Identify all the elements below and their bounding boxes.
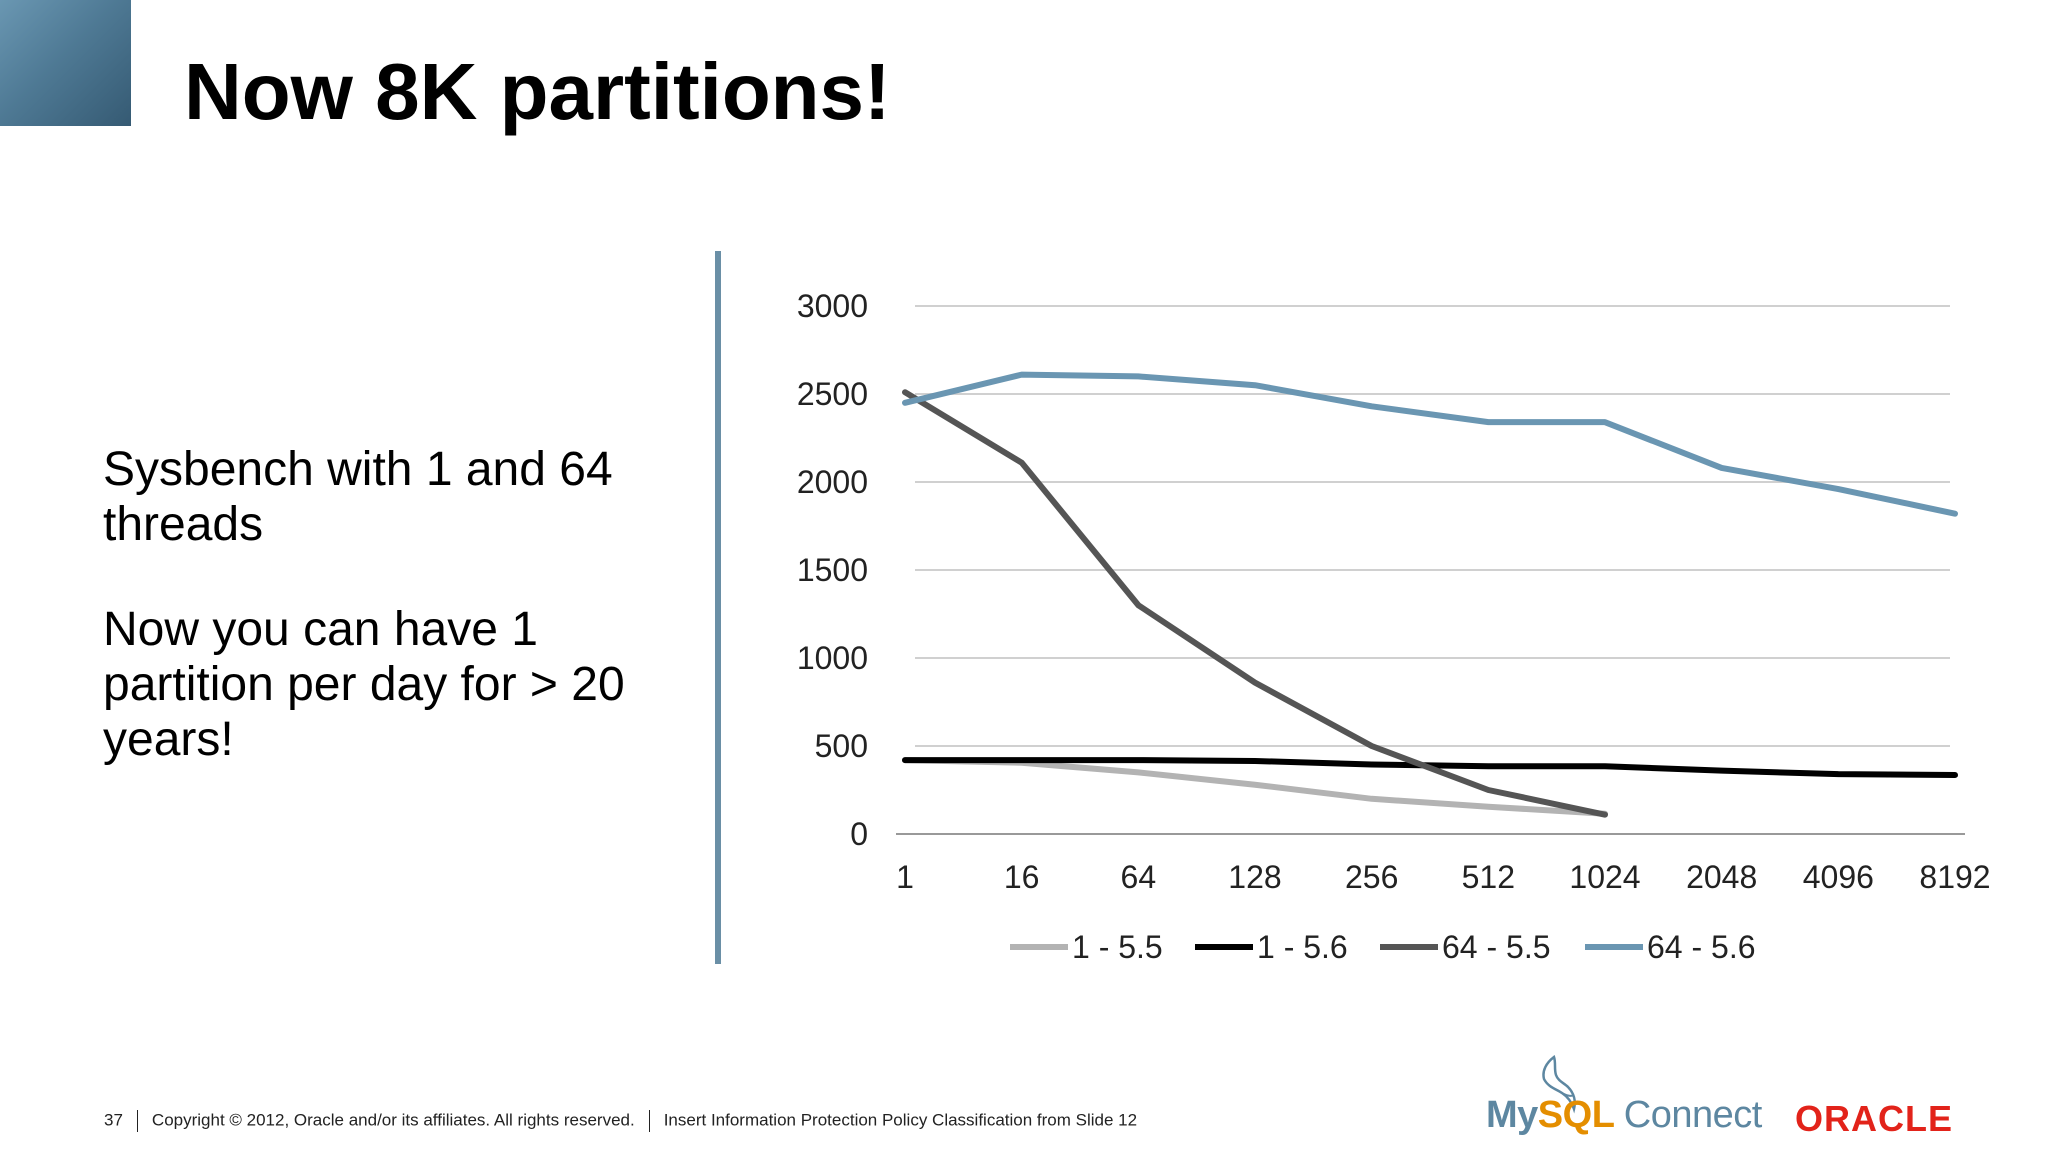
- slide-title: Now 8K partitions!: [184, 47, 891, 136]
- legend-label: 64 - 5.6: [1647, 929, 1756, 965]
- x-tick-label: 16: [1004, 859, 1040, 895]
- oracle-logo: ORACLE: [1795, 1098, 1953, 1139]
- y-tick-label: 2500: [797, 376, 868, 412]
- footer-separator: [136, 1110, 138, 1132]
- mysql-dolphin-icon: [1542, 1055, 1576, 1114]
- x-tick-label: 128: [1228, 859, 1281, 895]
- x-tick-label: 4096: [1803, 859, 1874, 895]
- bullet-partition-per-day: Now you can have 1 partition per day for…: [103, 603, 625, 766]
- y-tick-label: 3000: [797, 288, 868, 324]
- x-tick-label: 2048: [1686, 859, 1757, 895]
- mysql-logo-prefix: My: [1486, 1094, 1538, 1136]
- x-tick-label: 1024: [1569, 859, 1640, 895]
- vertical-divider: [715, 251, 721, 964]
- corner-accent-block: [0, 0, 131, 126]
- x-tick-label: 256: [1345, 859, 1398, 895]
- footer: 37 Copyright © 2012, Oracle and/or its af…: [104, 1110, 1137, 1132]
- x-tick-label: 1: [896, 859, 914, 895]
- series-line: [902, 371, 1958, 517]
- x-tick-label: 64: [1121, 859, 1157, 895]
- legend-label: 64 - 5.5: [1442, 929, 1551, 965]
- mysql-logo-sql: SQL: [1537, 1094, 1614, 1136]
- copyright-text: Copyright © 2012, Oracle and/or its affi…: [151, 1110, 635, 1130]
- y-tick-label: 2000: [797, 464, 868, 500]
- slide-body-text: Sysbench with 1 and 64 threads Now you c…: [103, 442, 703, 817]
- y-tick-label: 1000: [797, 640, 868, 676]
- classification-text: Insert Information Protection Policy Cla…: [663, 1110, 1138, 1130]
- bullet-sysbench: Sysbench with 1 and 64 threads: [103, 443, 613, 551]
- y-tick-label: 0: [850, 816, 868, 852]
- page-number: 37: [104, 1110, 123, 1130]
- mysql-logo-connect: Connect: [1623, 1094, 1763, 1136]
- footer-separator: [648, 1110, 650, 1132]
- legend-label: 1 - 5.5: [1072, 929, 1163, 965]
- x-tick-label: 8192: [1919, 859, 1990, 895]
- legend-label: 1 - 5.6: [1257, 929, 1348, 965]
- mysql-connect-logo: MySQL Connect: [1486, 1094, 1762, 1137]
- series-line: [902, 389, 1608, 818]
- x-tick-label: 512: [1462, 859, 1515, 895]
- y-tick-label: 500: [815, 728, 868, 764]
- y-tick-label: 1500: [797, 552, 868, 588]
